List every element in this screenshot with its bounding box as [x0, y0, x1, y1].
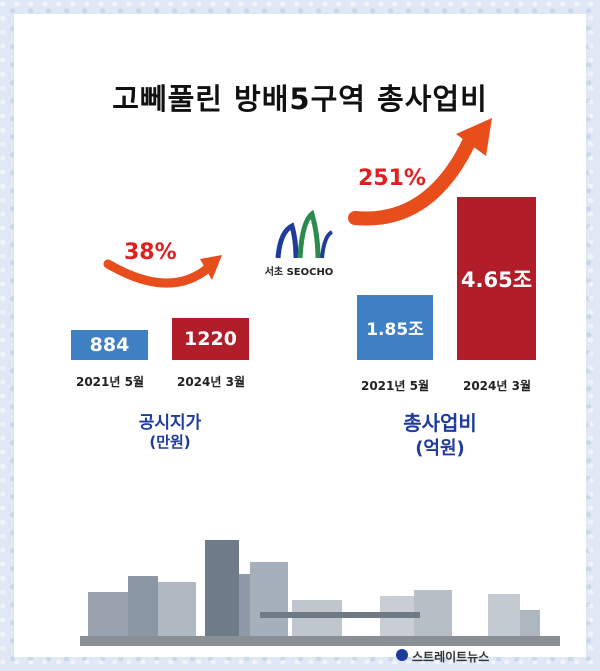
left-change-label: 38%: [124, 240, 177, 265]
small-growth-arrow-icon: [103, 255, 222, 288]
right-bar-2024: 4.65조: [457, 197, 536, 360]
seocho-logo-icon: [275, 209, 334, 259]
infographic-title: 고뻬풀린 방배5구역 총사업비: [112, 82, 488, 116]
left-x-label-2024: 2024년 3월: [176, 375, 245, 389]
brand-name: 스트레이트뉴스: [412, 650, 490, 664]
left-bar-2024: 1220: [172, 318, 249, 360]
left-chart-unit: (만원): [149, 433, 191, 451]
right-x-label-2021: 2021년 5월: [360, 379, 429, 393]
right-chart-title: 총사업비: [403, 411, 477, 435]
left-chart-title: 공시지가: [138, 413, 202, 433]
left-bar-2021: 884: [71, 330, 148, 360]
brand-logo-icon: [396, 649, 408, 661]
city-skyline-illustration: [80, 540, 560, 646]
large-growth-arrow-icon: [348, 118, 492, 226]
left-x-label-2021: 2021년 5월: [75, 375, 144, 389]
right-x-label-2024: 2024년 3월: [462, 379, 531, 393]
seocho-logo-text: 서초 SEOCHO: [264, 267, 334, 278]
right-bar-2021: 1.85조: [357, 295, 433, 360]
right-chart-unit: (억원): [415, 438, 465, 459]
right-change-label: 251%: [358, 166, 426, 191]
